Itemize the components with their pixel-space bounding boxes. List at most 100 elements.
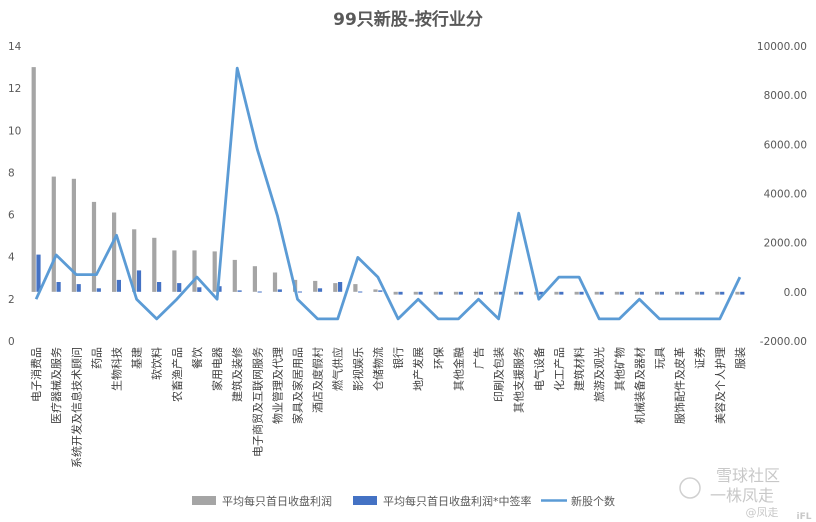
bar-profit	[212, 251, 217, 292]
left-tick-label: 12	[8, 83, 21, 95]
bar-profit	[494, 291, 499, 295]
bar-profit	[715, 291, 720, 295]
category-label: 服装	[734, 347, 747, 369]
bar-profit-x-rate	[478, 291, 483, 295]
bar-profit	[594, 291, 599, 295]
bar-profit-x-rate	[579, 291, 584, 295]
category-label: 系统开发及信息技术顾问	[69, 347, 83, 468]
right-tick-label: 10000.00	[757, 41, 807, 53]
bar-profit-x-rate	[458, 291, 463, 295]
category-label: 地产发展	[411, 347, 425, 391]
category-label: 其他金融	[451, 347, 465, 391]
bar-profit-x-rate	[116, 279, 121, 292]
category-label: 医疗器械及服务	[49, 347, 63, 424]
category-label: 家具及家居用品	[291, 347, 305, 424]
bar-marks	[31, 67, 745, 295]
bar-profit-x-rate	[317, 288, 323, 292]
bar-profit-x-rate	[378, 290, 383, 292]
bar-profit-x-rate	[700, 291, 705, 295]
category-label: 药品	[90, 347, 103, 369]
legend-label: 平均每只首日收盘利润*中签率	[383, 494, 532, 508]
bar-profit	[453, 291, 459, 295]
right-tick-label: -2000.00	[760, 336, 807, 348]
bar-profit	[655, 291, 660, 295]
watermark-site: 雪球社区	[716, 466, 780, 485]
bar-profit-x-rate	[56, 282, 61, 292]
bar-profit-x-rate	[720, 291, 725, 295]
bar-profit	[132, 229, 137, 292]
bar-profit-x-rate	[297, 291, 302, 293]
category-label: 仓储物流	[371, 347, 385, 391]
bar-profit	[474, 291, 479, 295]
left-axis-ticks: 0 2 4 6 8 10 12 14	[8, 41, 22, 348]
watermark-main: 一株凤走	[710, 486, 774, 505]
category-label: 银行	[391, 347, 405, 369]
bar-profit	[31, 67, 36, 292]
bar-profit-x-rate	[438, 291, 443, 295]
legend: 平均每只首日收盘利润 平均每只首日收盘利润*中签率 新股个数	[192, 494, 615, 508]
bar-profit	[91, 201, 97, 292]
bar-profit-x-rate	[237, 290, 242, 292]
line-series	[34, 66, 742, 321]
category-label: 机械装备及器材	[632, 347, 646, 424]
right-axis-ticks: -2000.00 0.00 2000.00 4000.00 6000.00 8000.00…	[757, 41, 807, 348]
category-label: 广告	[473, 347, 486, 369]
bar-profit-x-rate	[358, 291, 363, 293]
bar-profit	[695, 291, 700, 295]
right-tick-label: 0.00	[784, 287, 807, 299]
bar-profit	[232, 259, 237, 292]
category-label: 其他矿物	[612, 347, 626, 391]
bar-profit-x-rate	[136, 270, 142, 292]
category-label: 影视娱乐	[351, 347, 365, 391]
legend-swatch	[353, 496, 377, 505]
bar-profit	[614, 291, 619, 295]
bar-profit-x-rate	[559, 291, 564, 295]
category-label: 化工产品	[552, 347, 566, 391]
category-label: 印刷及包装	[493, 347, 506, 402]
left-tick-label: 0	[8, 336, 15, 348]
bar-profit	[71, 178, 76, 292]
category-label: 生物科技	[110, 347, 124, 391]
legend-label: 新股个数	[571, 494, 615, 508]
bar-profit	[433, 291, 438, 295]
bar-profit-x-rate	[619, 291, 624, 295]
left-tick-label: 6	[8, 210, 15, 222]
category-label: 电子消费品	[29, 347, 43, 402]
line-new-stock-count	[34, 66, 742, 321]
bar-profit	[554, 291, 559, 295]
legend-label: 平均每只首日收盘利润	[222, 494, 332, 508]
bar-profit	[373, 289, 378, 292]
right-tick-label: 6000.00	[764, 139, 807, 151]
category-label: 建筑材料	[572, 347, 586, 391]
category-label: 证券	[693, 347, 707, 369]
bar-profit-x-rate	[338, 282, 343, 292]
bar-profit-x-rate	[257, 291, 262, 293]
bar-profit-x-rate	[36, 254, 41, 292]
bar-profit-x-rate	[197, 287, 202, 292]
category-label: 其他支援服务	[512, 347, 526, 413]
bar-profit	[333, 283, 338, 292]
watermark-sub: @凤走	[746, 506, 779, 519]
watermark-badge: iFL	[797, 512, 812, 522]
bar-profit-x-rate	[498, 291, 504, 295]
bar-profit	[272, 272, 278, 292]
legend-swatch	[192, 496, 216, 505]
category-label: 物业管理及代理	[270, 347, 284, 424]
bar-profit	[735, 291, 740, 295]
bar-profit-x-rate	[96, 288, 101, 292]
bar-profit-x-rate	[76, 284, 81, 292]
bar-profit-x-rate	[418, 291, 423, 295]
bar-profit	[172, 250, 177, 292]
category-label: 燃气供应	[331, 347, 345, 391]
bar-profit-x-rate	[679, 291, 685, 295]
bar-profit-x-rate	[599, 291, 604, 295]
bar-profit	[112, 212, 117, 292]
bar-profit-x-rate	[659, 291, 664, 295]
category-label: 软饮料	[150, 347, 164, 380]
bar-profit-x-rate	[157, 282, 162, 292]
bar-profit-x-rate	[277, 289, 282, 292]
left-tick-label: 4	[8, 252, 15, 264]
bar-profit	[353, 284, 358, 292]
bar-profit	[675, 291, 680, 295]
bar-profit	[252, 266, 257, 292]
